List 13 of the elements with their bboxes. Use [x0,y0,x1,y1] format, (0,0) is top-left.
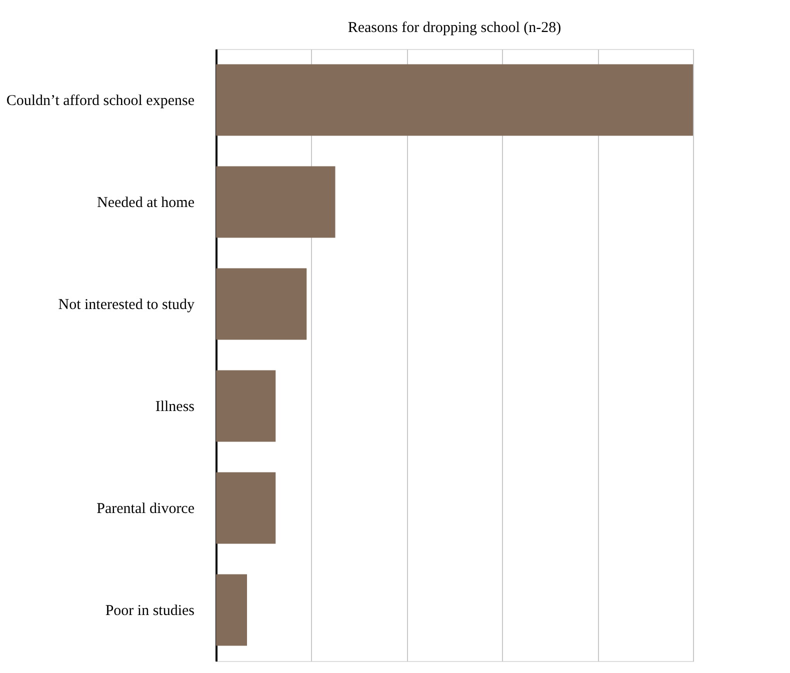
chart-title: Reasons for dropping school (n-28) [348,20,562,36]
bar [216,64,693,136]
y-tick-label: Couldn’t afford school expense [6,93,195,109]
bar [216,166,336,238]
bar [216,370,276,442]
bar [216,268,307,340]
y-tick-label: Needed at home [97,195,195,211]
bar [216,574,248,646]
y-tick-label: Poor in studies [105,603,195,619]
bar [216,472,276,544]
y-tick-label: Illness [155,399,195,415]
y-tick-label: Parental divorce [96,501,195,517]
y-tick-label: Not interested to study [58,297,195,313]
